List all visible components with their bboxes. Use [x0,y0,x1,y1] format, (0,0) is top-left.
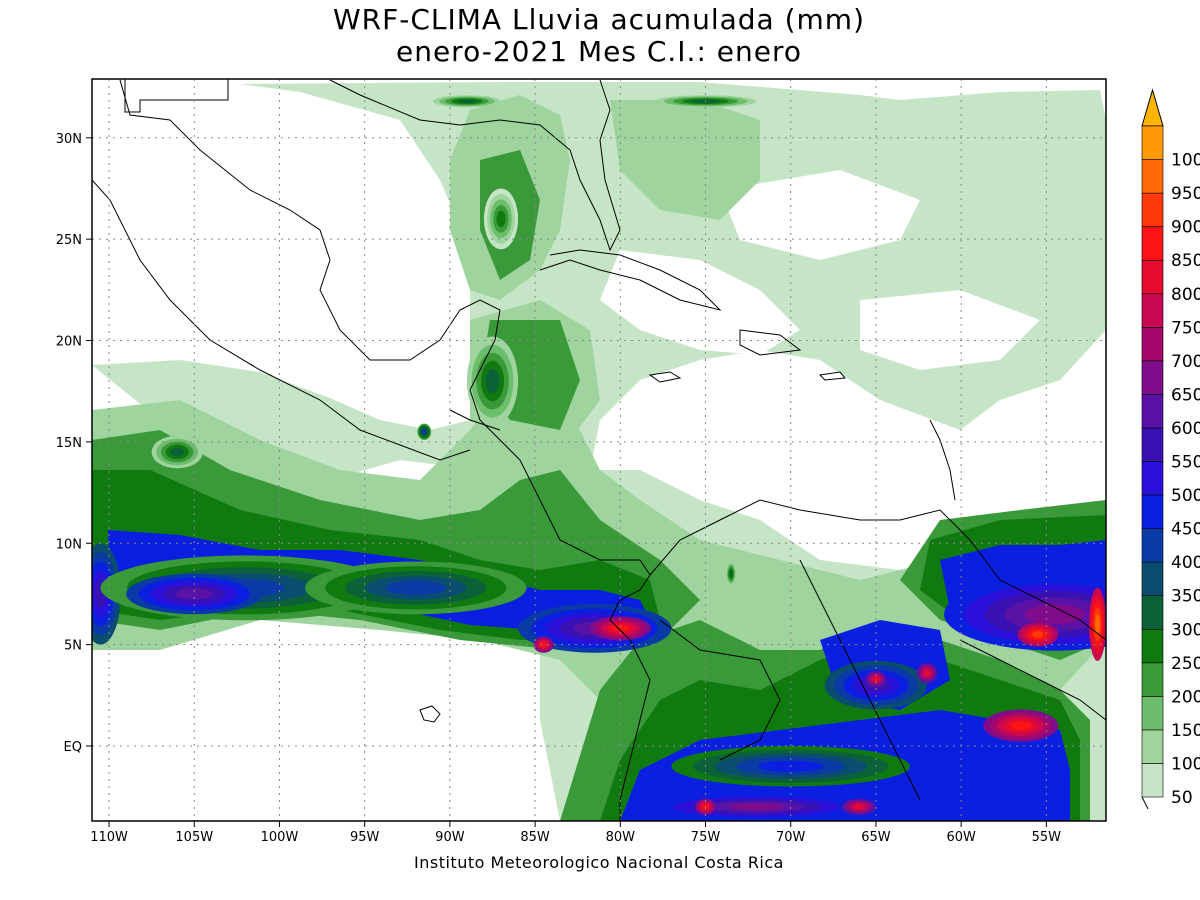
longitude-label: 100W [261,830,299,845]
longitude-label: 55W [1032,830,1062,845]
colorbar-swatch [1141,729,1164,764]
colorbar-swatch [1141,494,1164,529]
colorbar-swatch [1141,528,1164,563]
colorbar-label: 100 [1171,151,1200,171]
graticule [92,79,1106,821]
latitude-label: 20N [56,335,82,350]
rain-cell [422,429,427,434]
rain-cell [1024,604,1086,625]
colorbar-swatch [1141,360,1164,395]
rain-cell [175,588,213,600]
rain-cell [924,670,930,676]
colorbar-legend: 50 100 150 200 250 300 350 400 450 500 550 600 650 70… [1141,88,1200,810]
map-title: WRF-CLIMA Lluvia acumulada (mm) [333,3,865,36]
colorbar-label: 800 [1171,285,1200,305]
colorbar-label: 200 [1171,687,1200,707]
colorbar-swatch [1141,763,1164,798]
rain-cell [485,368,500,394]
colorbar-swatch [1141,192,1164,227]
colorbar-swatch [1141,427,1164,462]
longitude-label: 80W [606,830,636,845]
rainfall-field [92,79,1106,821]
colorbar-swatch [1141,394,1164,429]
latitude-label: 30N [56,132,82,147]
coastlines [92,79,1106,821]
longitude-label: 70W [776,830,806,845]
latitude-label: 15N [56,436,82,451]
colorbar-swatch [1141,159,1164,194]
colorbar-swatch [1141,293,1164,328]
colorbar-label: 600 [1171,419,1200,439]
rain-cell [729,570,733,577]
colorbar-label: 150 [1171,721,1200,741]
colorbar-label: 400 [1171,553,1200,573]
rain-cell [385,580,447,596]
rain-cell [873,676,879,682]
rain-cell [1095,614,1100,635]
colorbar-swatch [1141,696,1164,731]
rain-cells-layer [92,95,1106,819]
rain-cell [728,803,785,811]
rain-cell [1032,631,1044,638]
colorbar-label: 100 [1171,754,1200,774]
rain-cell [1010,721,1032,731]
latitude-axis: 30N 25N 20N 15N 10N 5N EQ [56,132,92,755]
rain-cell [170,447,185,457]
latitude-label: 5N [64,639,82,654]
rain-cell [540,642,547,647]
longitude-label: 65W [861,830,891,845]
colorbar-label: 700 [1171,352,1200,372]
longitude-label: 110W [90,830,128,845]
latitude-label: 25N [56,233,82,248]
colorbar-swatch [1141,561,1164,597]
longitude-label: 60W [946,830,976,845]
colorbar-label: 50 [1171,788,1193,808]
rain-cell [496,210,506,228]
latitude-label: EQ [64,740,82,755]
colorbar-label: 650 [1171,385,1200,405]
colorbar-label: 550 [1171,453,1200,473]
colorbar-swatch [1141,125,1164,160]
colorbar-label: 500 [1171,486,1200,506]
colorbar-swatch [1141,226,1164,261]
rain-cell [854,804,864,810]
colorbar-label: 450 [1171,520,1200,540]
colorbar-label: 250 [1171,654,1200,674]
longitude-label: 105W [175,830,213,845]
rain-cell [702,804,709,810]
institution-credit: Instituto Meteorologico Nacional Costa R… [414,853,784,872]
colorbar-swatch [1141,628,1164,664]
colorbar-swatch [1141,326,1164,362]
longitude-axis: 110W 105W 100W 95W 90W 85W 80W 75W 70W 65W 60W 55W [90,821,1061,845]
longitude-label: 75W [691,830,721,845]
latitude-label: 10N [56,537,82,552]
colorbar-swatch [1141,461,1164,496]
colorbar-label: 750 [1171,318,1200,338]
map-frame [91,78,1107,822]
colorbar-bottom-tick [1141,796,1149,810]
colorbar-label: 300 [1171,620,1200,640]
colorbar-label: 950 [1171,184,1200,204]
colorbar-label: 900 [1171,218,1200,238]
colorbar-extension-arrow [1141,88,1164,127]
colorbar-swatch [1141,259,1164,295]
rain-cell [457,99,477,103]
colorbar-swatch [1141,595,1164,630]
longitude-label: 95W [350,830,380,845]
colorbar-swatch [1141,662,1164,697]
map-subtitle: enero-2021 Mes C.I.: enero [395,35,803,68]
colorbar-label: 350 [1171,587,1200,607]
colorbar-label: 850 [1171,251,1200,271]
longitude-label: 85W [520,830,550,845]
longitude-label: 90W [435,830,465,845]
